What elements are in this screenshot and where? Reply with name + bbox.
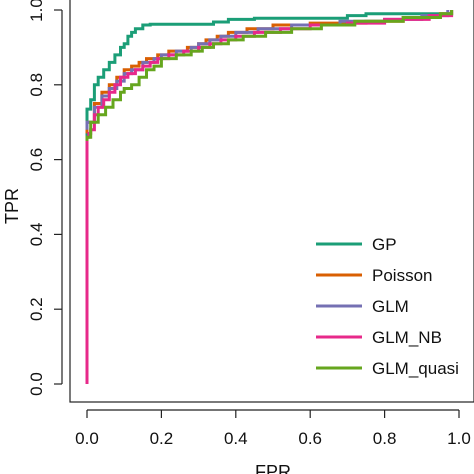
y-axis-label: TPR bbox=[2, 188, 22, 224]
legend-label-gp: GP bbox=[372, 235, 397, 254]
x-tick-label: 1.0 bbox=[447, 429, 471, 448]
series-line-poisson bbox=[85, 10, 454, 134]
x-axis-label: FPR bbox=[255, 462, 291, 474]
y-tick-label: 0.4 bbox=[27, 223, 46, 247]
y-axis: 0.0 0.2 0.4 0.6 0.8 1.0 bbox=[27, 0, 63, 396]
x-tick-label: 0.6 bbox=[298, 429, 322, 448]
x-tick-label: 0.2 bbox=[150, 429, 174, 448]
plot-area bbox=[85, 10, 454, 384]
x-tick-label: 0.4 bbox=[224, 429, 248, 448]
legend-label-glm: GLM bbox=[372, 297, 409, 316]
series-line-gp bbox=[85, 10, 454, 138]
y-tick-label: 0.8 bbox=[27, 73, 46, 97]
legend-label-glm-nb: GLM_NB bbox=[372, 328, 442, 347]
x-axis: 0.0 0.2 0.4 0.6 0.8 1.0 bbox=[75, 409, 471, 448]
legend: GP Poisson GLM GLM_NB GLM_quasi bbox=[316, 235, 459, 378]
y-tick-label: 1.0 bbox=[27, 0, 46, 22]
x-tick-label: 0.0 bbox=[75, 429, 99, 448]
y-tick-label: 0.6 bbox=[27, 148, 46, 172]
x-tick-label: 0.8 bbox=[373, 429, 397, 448]
y-tick-label: 0.2 bbox=[27, 297, 46, 321]
y-tick-label: 0.0 bbox=[27, 372, 46, 396]
series-line-glm-quasi bbox=[85, 10, 454, 141]
legend-label-glm-quasi: GLM_quasi bbox=[372, 359, 459, 378]
legend-label-poisson: Poisson bbox=[372, 266, 432, 285]
plot-frame bbox=[69, 0, 474, 403]
